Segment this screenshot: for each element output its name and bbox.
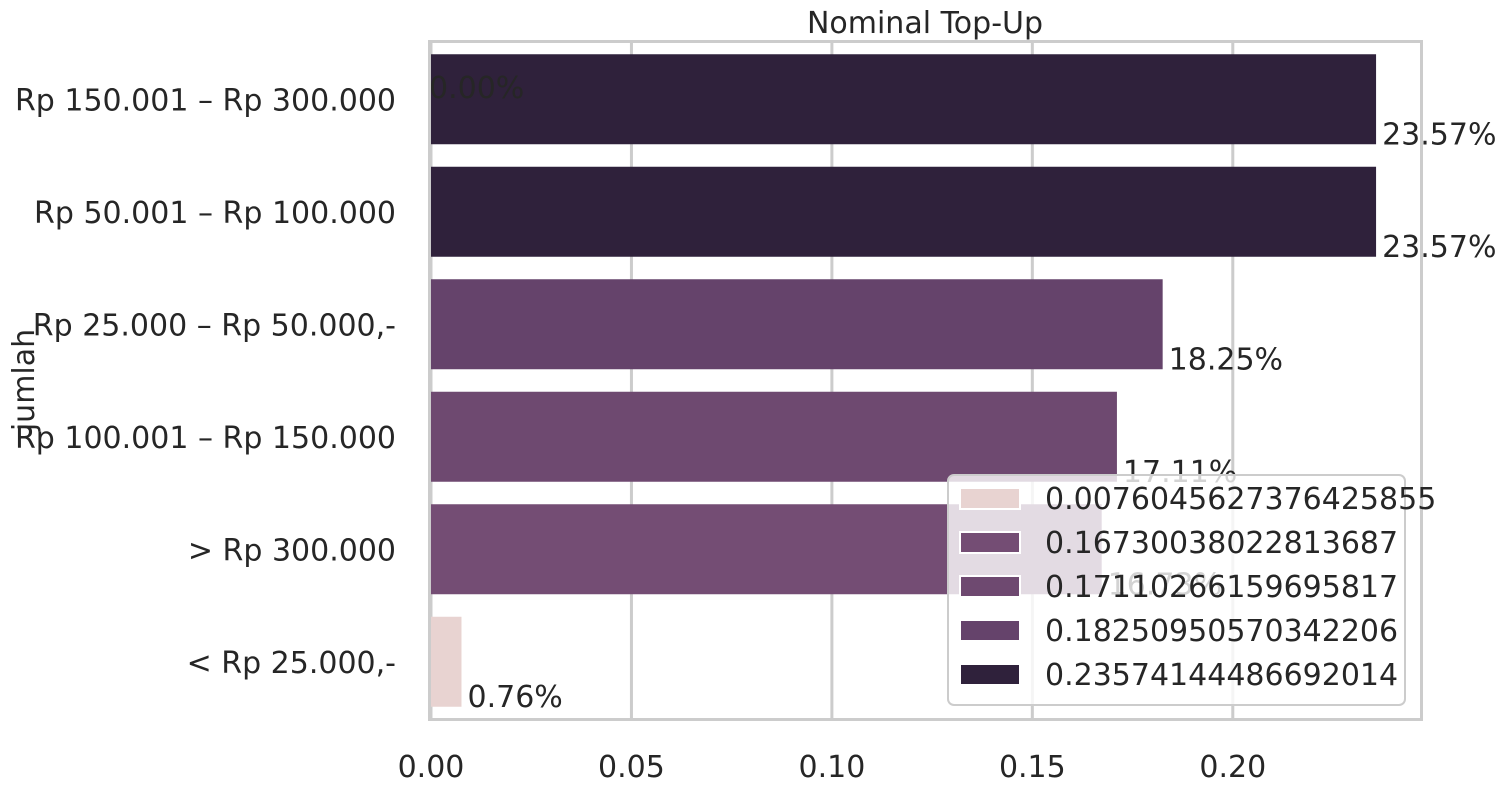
legend-label: 0.23574144486692014: [1045, 658, 1398, 693]
plot-frame: [428, 40, 1423, 721]
x-tick-label: 0.05: [598, 750, 665, 785]
zero-annotation: 0.00%: [429, 71, 524, 106]
y-tick-label: Rp 50.001 – Rp 100.000: [34, 196, 396, 231]
legend-label: 0.16730038022813687: [1045, 526, 1398, 561]
bar: [431, 54, 1377, 145]
y-tick-label: > Rp 300.000: [188, 533, 396, 568]
x-tick-label: 0.10: [798, 750, 865, 785]
chart-title: Nominal Top-Up: [807, 6, 1043, 41]
legend-label: 0.0076045627376425855: [1045, 482, 1436, 517]
legend-frame: [947, 474, 1406, 706]
y-tick-label: Rp 100.001 – Rp 150.000: [15, 421, 396, 456]
y-axis-ticks: Rp 150.001 – Rp 300.000 Rp 50.001 – Rp 10…: [15, 83, 396, 681]
y-axis-label: jumlah: [7, 329, 42, 432]
legend-label: 0.18250950570342206: [1045, 614, 1398, 649]
y-tick-label: Rp 25.000 – Rp 50.000,-: [33, 308, 396, 343]
x-tick-label: 0.15: [999, 750, 1066, 785]
legend-swatch: [959, 663, 1021, 686]
bar: [431, 279, 1163, 370]
bar: [431, 391, 1117, 482]
legend-swatch: [959, 575, 1021, 598]
bar: [431, 616, 462, 707]
legend-swatch: [959, 487, 1021, 510]
data-label: 0.76%: [467, 680, 562, 715]
legend-label: 0.17110266159695817: [1045, 570, 1398, 605]
x-tick-label: 0.00: [398, 750, 465, 785]
legend-swatch: [959, 619, 1021, 642]
bar: [431, 166, 1377, 257]
y-tick-label: Rp 150.001 – Rp 300.000: [15, 83, 396, 118]
data-label: 23.57%: [1382, 230, 1496, 265]
legend: 0.0076045627376425855 0.16730038022813687…: [947, 474, 1436, 706]
data-label: 23.57%: [1382, 117, 1496, 152]
x-axis-ticks: 0.00 0.05 0.10 0.15 0.20: [398, 750, 1267, 785]
data-label: 18.25%: [1169, 342, 1283, 377]
legend-swatch: [959, 531, 1021, 554]
y-tick-label: < Rp 25.000,-: [187, 646, 396, 681]
x-tick-label: 0.20: [1199, 750, 1266, 785]
